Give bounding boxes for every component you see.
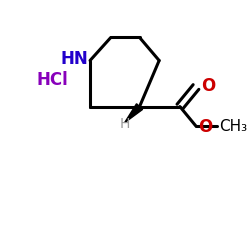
- Text: O: O: [198, 118, 212, 136]
- Text: H: H: [120, 117, 130, 131]
- Text: HCl: HCl: [36, 71, 68, 89]
- Text: HN: HN: [60, 50, 88, 68]
- Text: CH₃: CH₃: [219, 119, 247, 134]
- Text: O: O: [201, 77, 215, 95]
- Polygon shape: [124, 104, 142, 123]
